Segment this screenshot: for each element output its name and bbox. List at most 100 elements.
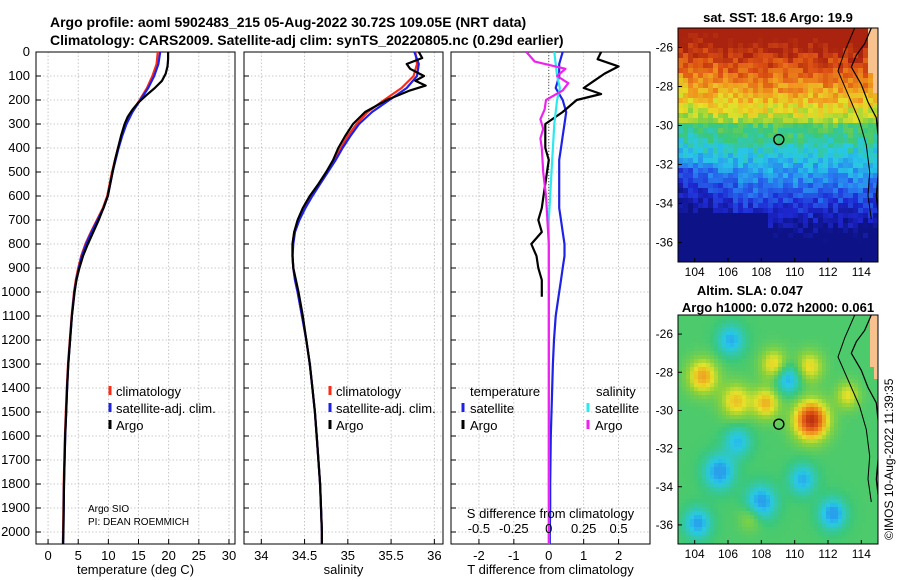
x-tick-label: 1	[580, 548, 587, 563]
map-cell	[848, 168, 854, 174]
map-cell	[718, 379, 723, 384]
map-cell	[828, 173, 834, 179]
map-cell	[866, 523, 871, 528]
map-cell	[866, 435, 871, 440]
map-cell	[742, 319, 747, 324]
map-cell	[766, 471, 771, 476]
map-cell	[726, 391, 731, 396]
map-cell	[703, 83, 709, 89]
map-cell	[758, 48, 764, 54]
map-cell	[710, 479, 715, 484]
map-cell	[834, 487, 839, 492]
map-cell	[678, 519, 683, 524]
map-cell	[688, 58, 694, 64]
map-cell	[790, 391, 795, 396]
map-cell	[766, 331, 771, 336]
map-cell	[758, 243, 764, 249]
map-cell	[814, 319, 819, 324]
map-cell	[866, 503, 871, 508]
map-cell	[730, 403, 735, 408]
map-cell	[710, 503, 715, 508]
map-cell	[742, 515, 747, 520]
map-cell	[778, 455, 783, 460]
map-cell	[742, 423, 747, 428]
map-cell	[834, 507, 839, 512]
map-cell	[862, 447, 867, 452]
x-tick-label: 15	[131, 548, 145, 563]
map-cell	[758, 527, 763, 532]
map-cell	[838, 415, 843, 420]
map-cell	[818, 188, 824, 194]
map-cell	[726, 351, 731, 356]
map-cell	[798, 491, 803, 496]
map-cell	[802, 427, 807, 432]
map-cell	[858, 315, 863, 320]
map-cell	[734, 363, 739, 368]
map-cell	[710, 403, 715, 408]
map-cell	[853, 68, 859, 74]
map-cell	[698, 347, 703, 352]
map-cell	[753, 128, 759, 134]
map-cell	[838, 427, 843, 432]
map-cell	[750, 515, 755, 520]
map-cell	[770, 355, 775, 360]
map-cell	[818, 491, 823, 496]
map-cell	[786, 359, 791, 364]
map-cell	[833, 33, 839, 39]
map-cell	[750, 367, 755, 372]
map-cell	[813, 93, 819, 99]
map-cell	[843, 93, 849, 99]
map-cell	[870, 535, 875, 540]
map-cell	[773, 173, 779, 179]
map-cell	[858, 48, 864, 54]
y-tick-label: 1200	[1, 332, 30, 347]
map-cell	[718, 423, 723, 428]
map-cell	[726, 323, 731, 328]
map-cell	[710, 475, 715, 480]
map-cell	[786, 531, 791, 536]
map-cell	[808, 223, 814, 229]
map-cell	[754, 427, 759, 432]
map-cell	[754, 379, 759, 384]
map-cell	[694, 443, 699, 448]
map-cell	[753, 193, 759, 199]
map-cell	[848, 123, 854, 129]
map-cell	[822, 423, 827, 428]
map-cell	[853, 188, 859, 194]
map-cell	[686, 407, 691, 412]
map-cell	[768, 198, 774, 204]
map-cell	[746, 315, 751, 320]
map-cell	[713, 228, 719, 234]
map-cell	[838, 98, 844, 104]
map-cell	[774, 347, 779, 352]
map-cell	[773, 68, 779, 74]
map-cell	[810, 367, 815, 372]
map-cell	[698, 53, 704, 59]
map-cell	[798, 158, 804, 164]
x-tick-label: 5	[75, 548, 82, 563]
map-cell	[826, 335, 831, 340]
map-cell	[678, 218, 684, 224]
map-cell	[730, 371, 735, 376]
map-cell	[723, 98, 729, 104]
map-cell	[823, 188, 829, 194]
map-cell	[833, 143, 839, 149]
map-cell	[734, 383, 739, 388]
map-cell	[862, 515, 867, 520]
map-cell	[718, 451, 723, 456]
map-cell	[810, 527, 815, 532]
map-cell	[714, 455, 719, 460]
map-cell	[763, 93, 769, 99]
map-cell	[870, 371, 875, 376]
map-cell	[686, 483, 691, 488]
map-cell	[818, 319, 823, 324]
map-cell	[793, 258, 799, 262]
map-cell	[718, 118, 724, 124]
map-cell	[702, 427, 707, 432]
map-cell	[708, 28, 714, 34]
map-cell	[733, 223, 739, 229]
map-cell	[794, 323, 799, 328]
map-cell	[806, 331, 811, 336]
map-cell	[686, 387, 691, 392]
map-cell	[833, 113, 839, 119]
